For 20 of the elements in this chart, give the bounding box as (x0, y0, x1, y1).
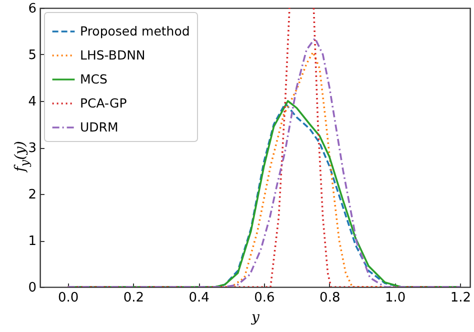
x-tick-label: 1.0 (384, 290, 406, 306)
x-tick-label: 0.8 (320, 290, 340, 306)
legend-label: UDRM (80, 120, 118, 134)
legend-label: MCS (80, 72, 108, 86)
y-tick-label: 2 (28, 188, 36, 202)
legend-label: Proposed method (80, 24, 190, 38)
y-tick-label: 3 (28, 141, 36, 156)
x-tick-label: 1.2 (450, 290, 472, 306)
y-tick-label: 5 (28, 48, 36, 63)
y-tick-label: 1 (28, 234, 36, 249)
legend-label: LHS-BDNN (80, 48, 146, 62)
y-tick-label: 6 (28, 2, 36, 16)
y-tick-label: 4 (28, 94, 36, 110)
x-tick-label: 0.2 (123, 290, 144, 306)
x-tick-label: 0.0 (58, 290, 79, 306)
x-tick-label: 0.6 (254, 290, 275, 306)
legend-label: PCA-GP (80, 96, 128, 110)
x-tick-label: 0.4 (188, 290, 210, 306)
x-axis-title: y (250, 310, 261, 326)
y-tick-label: 0 (28, 280, 36, 296)
